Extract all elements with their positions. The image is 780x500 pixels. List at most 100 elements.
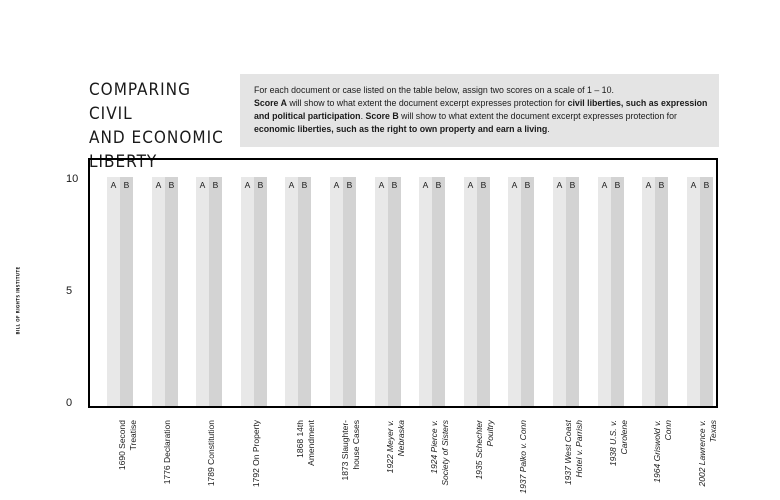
document-label: 2002 Lawrence v. Texas bbox=[689, 420, 729, 495]
document-label-line-1: 1922 Meyer v. bbox=[385, 420, 395, 474]
document-label: 1924 Pierce v. Society of Sisters bbox=[421, 420, 461, 495]
score-a-bold: civil liberties, such as expression and … bbox=[254, 98, 708, 121]
score-a-label: A bbox=[601, 180, 608, 190]
score-b-end: . bbox=[547, 124, 550, 134]
score-b-label: B bbox=[301, 180, 308, 190]
score-b-label: B bbox=[391, 180, 398, 190]
document-label: 1776 Declaration bbox=[154, 420, 194, 495]
instructions-box: For each document or case listed on the … bbox=[240, 74, 719, 147]
document-label: 1937 West Coast Hotel v. Parrish bbox=[555, 420, 595, 495]
score-a-column[interactable] bbox=[553, 177, 566, 406]
score-a-column[interactable] bbox=[464, 177, 477, 406]
title-line-1: COMPARING CIVIL bbox=[89, 80, 191, 124]
document-label: 1938 U.S. v. Carolene bbox=[600, 420, 640, 495]
score-b-text: will show to what extent the document ex… bbox=[398, 111, 677, 121]
score-a-label: A bbox=[556, 180, 563, 190]
score-b-column[interactable] bbox=[120, 177, 133, 406]
instructions-scores: Score A will show to what extent the doc… bbox=[254, 97, 709, 136]
score-b-bold: economic liberties, such as the right to… bbox=[254, 124, 548, 134]
score-a-column[interactable] bbox=[508, 177, 521, 406]
score-b-label: B bbox=[123, 180, 130, 190]
score-b-column[interactable] bbox=[165, 177, 178, 406]
instructions-intro: For each document or case listed on the … bbox=[254, 85, 614, 95]
score-b-label: Score B bbox=[365, 111, 399, 121]
document-label-line-2: Amendment bbox=[305, 420, 316, 466]
score-a-label: A bbox=[511, 180, 518, 190]
document-label-line-1: 2002 Lawrence v. bbox=[697, 420, 707, 487]
score-b-column[interactable] bbox=[700, 177, 713, 406]
document-label-line-2: Hotel v. Parrish bbox=[573, 420, 584, 478]
title-line-2: AND ECONOMIC bbox=[89, 128, 224, 148]
score-a-label: A bbox=[333, 180, 340, 190]
score-a-label: A bbox=[690, 180, 697, 190]
score-a-column[interactable] bbox=[642, 177, 655, 406]
document-label-line-1: 1964 Griswold v. bbox=[652, 420, 662, 483]
score-b-label: B bbox=[569, 180, 576, 190]
score-b-column[interactable] bbox=[566, 177, 579, 406]
score-a-label: A bbox=[199, 180, 206, 190]
score-b-column[interactable] bbox=[432, 177, 445, 406]
document-label-line-1: 1792 On Property bbox=[251, 420, 261, 488]
document-label-line-2: Texas bbox=[707, 420, 718, 443]
document-label-line-2: Nebraska bbox=[395, 420, 406, 457]
document-label: 1873 Slaughter-house Cases bbox=[332, 420, 372, 495]
score-a-label: Score A bbox=[254, 98, 287, 108]
document-label-line-2: Society of Sisters bbox=[439, 420, 450, 486]
score-a-column[interactable] bbox=[375, 177, 388, 406]
document-label: 1937 Palko v. Conn bbox=[510, 420, 550, 495]
score-b-label: B bbox=[480, 180, 487, 190]
score-a-label: A bbox=[467, 180, 474, 190]
document-label-line-1: 1789 Constitution bbox=[206, 420, 216, 487]
score-b-column[interactable] bbox=[521, 177, 534, 406]
score-a-column[interactable] bbox=[241, 177, 254, 406]
score-a-label: A bbox=[155, 180, 162, 190]
score-a-column[interactable] bbox=[196, 177, 209, 406]
y-tick-10: 10 bbox=[66, 173, 79, 185]
score-b-column[interactable] bbox=[477, 177, 490, 406]
score-b-label: B bbox=[658, 180, 665, 190]
y-tick-0: 0 bbox=[66, 397, 73, 409]
score-a-column[interactable] bbox=[419, 177, 432, 406]
score-b-column[interactable] bbox=[209, 177, 222, 406]
score-a-column[interactable] bbox=[152, 177, 165, 406]
score-b-label: B bbox=[435, 180, 442, 190]
document-label-line-1: 1873 Slaughter- bbox=[340, 420, 350, 481]
publisher-logo: BILL OF RIGHTS INSTITUTE bbox=[9, 266, 29, 334]
page-title: COMPARING CIVIL AND ECONOMIC LIBERTY bbox=[89, 78, 229, 174]
score-a-column[interactable] bbox=[107, 177, 120, 406]
score-a-column[interactable] bbox=[598, 177, 611, 406]
score-a-column[interactable] bbox=[687, 177, 700, 406]
document-label: 1964 Griswold v. Conn bbox=[644, 420, 684, 495]
document-label-line-1: 1938 U.S. v. bbox=[608, 420, 618, 467]
score-b-label: B bbox=[703, 180, 710, 190]
document-label-line-1: 1935 Schechter bbox=[474, 420, 484, 480]
document-label-line-1: 1868 14th bbox=[295, 420, 305, 458]
score-b-label: B bbox=[346, 180, 353, 190]
score-b-column[interactable] bbox=[343, 177, 356, 406]
publisher-logo-text: BILL OF RIGHTS INSTITUTE bbox=[16, 265, 22, 335]
score-b-column[interactable] bbox=[611, 177, 624, 406]
document-label: 1690 Second Treatise bbox=[109, 420, 149, 495]
score-b-column[interactable] bbox=[254, 177, 267, 406]
score-a-text: will show to what extent the document ex… bbox=[286, 98, 568, 108]
score-a-column[interactable] bbox=[285, 177, 298, 406]
score-a-label: A bbox=[244, 180, 251, 190]
document-label-line-2: Poultry bbox=[484, 420, 495, 447]
score-b-column[interactable] bbox=[655, 177, 668, 406]
document-label: 1868 14th Amendment bbox=[287, 420, 327, 495]
score-b-column[interactable] bbox=[388, 177, 401, 406]
score-b-label: B bbox=[168, 180, 175, 190]
document-label: 1792 On Property bbox=[243, 420, 283, 495]
document-label: 1922 Meyer v. Nebraska bbox=[377, 420, 417, 495]
score-b-label: B bbox=[257, 180, 264, 190]
chart-frame bbox=[88, 158, 718, 408]
score-b-column[interactable] bbox=[298, 177, 311, 406]
document-label-line-1: 1924 Pierce v. bbox=[429, 420, 439, 474]
score-b-label: B bbox=[524, 180, 531, 190]
score-a-end: . bbox=[360, 111, 366, 121]
document-label: 1935 Schechter Poultry bbox=[466, 420, 506, 495]
score-a-column[interactable] bbox=[330, 177, 343, 406]
score-a-label: A bbox=[645, 180, 652, 190]
document-label-line-2: Conn bbox=[662, 420, 673, 441]
document-label: 1789 Constitution bbox=[198, 420, 238, 495]
